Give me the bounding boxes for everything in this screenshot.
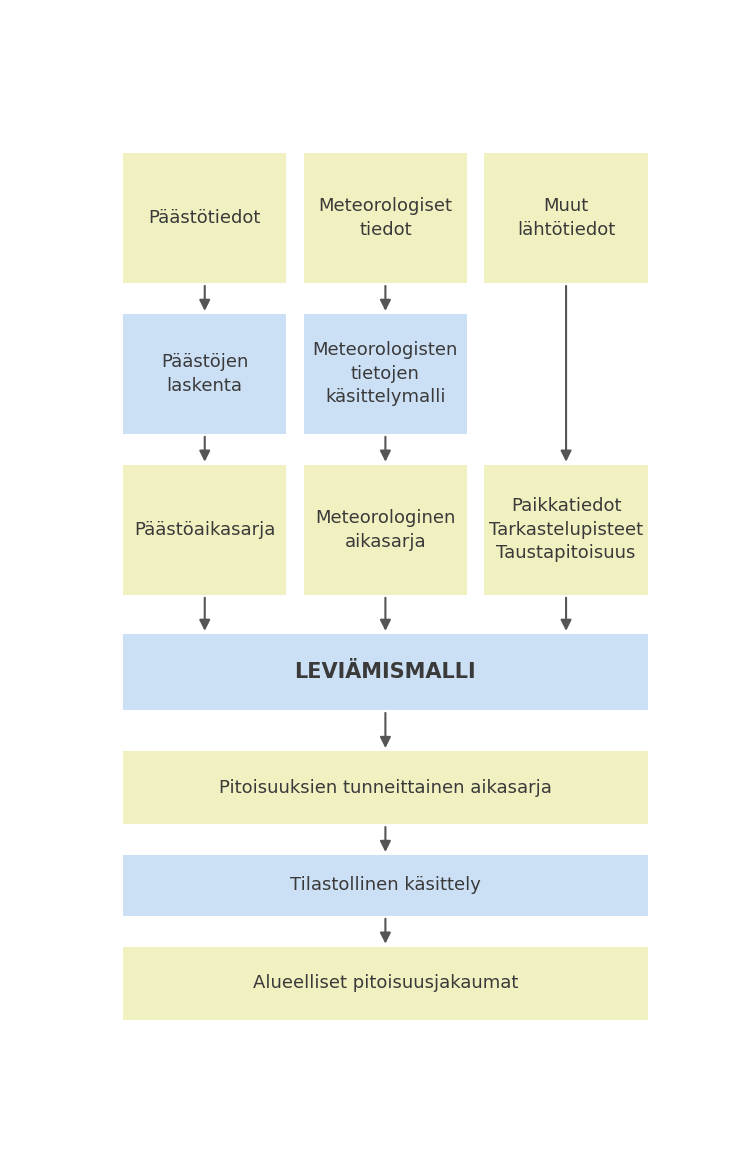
FancyBboxPatch shape [484, 153, 647, 283]
Text: Meteorologiset
tiedot: Meteorologiset tiedot [318, 197, 453, 239]
FancyBboxPatch shape [304, 464, 467, 594]
FancyBboxPatch shape [123, 854, 647, 916]
FancyBboxPatch shape [123, 946, 647, 1019]
Text: Päästötiedot: Päästötiedot [149, 209, 261, 226]
Text: Päästöaikasarja: Päästöaikasarja [134, 521, 275, 539]
Text: Meteorologinen
aikasarja: Meteorologinen aikasarja [315, 509, 456, 550]
Text: Meteorologisten
tietojen
käsittelymalli: Meteorologisten tietojen käsittelymalli [313, 341, 458, 406]
Text: Paikkatiedot
Tarkastelupisteet
Taustapitoisuus: Paikkatiedot Tarkastelupisteet Taustapit… [489, 497, 643, 562]
FancyBboxPatch shape [304, 153, 467, 283]
FancyBboxPatch shape [123, 313, 287, 434]
Text: Tilastollinen käsittely: Tilastollinen käsittely [290, 877, 481, 894]
FancyBboxPatch shape [123, 751, 647, 824]
FancyBboxPatch shape [123, 153, 287, 283]
FancyBboxPatch shape [304, 313, 467, 434]
Text: Pitoisuuksien tunneittainen aikasarja: Pitoisuuksien tunneittainen aikasarja [219, 779, 552, 796]
Text: Päästöjen
laskenta: Päästöjen laskenta [161, 353, 248, 395]
Text: Muut
lähtötiedot: Muut lähtötiedot [517, 197, 615, 239]
FancyBboxPatch shape [484, 464, 647, 594]
Text: Alueelliset pitoisuusjakaumat: Alueelliset pitoisuusjakaumat [253, 974, 518, 993]
Text: LEVIÄMISMALLI: LEVIÄMISMALLI [295, 662, 476, 682]
FancyBboxPatch shape [123, 464, 287, 594]
FancyBboxPatch shape [123, 634, 647, 711]
